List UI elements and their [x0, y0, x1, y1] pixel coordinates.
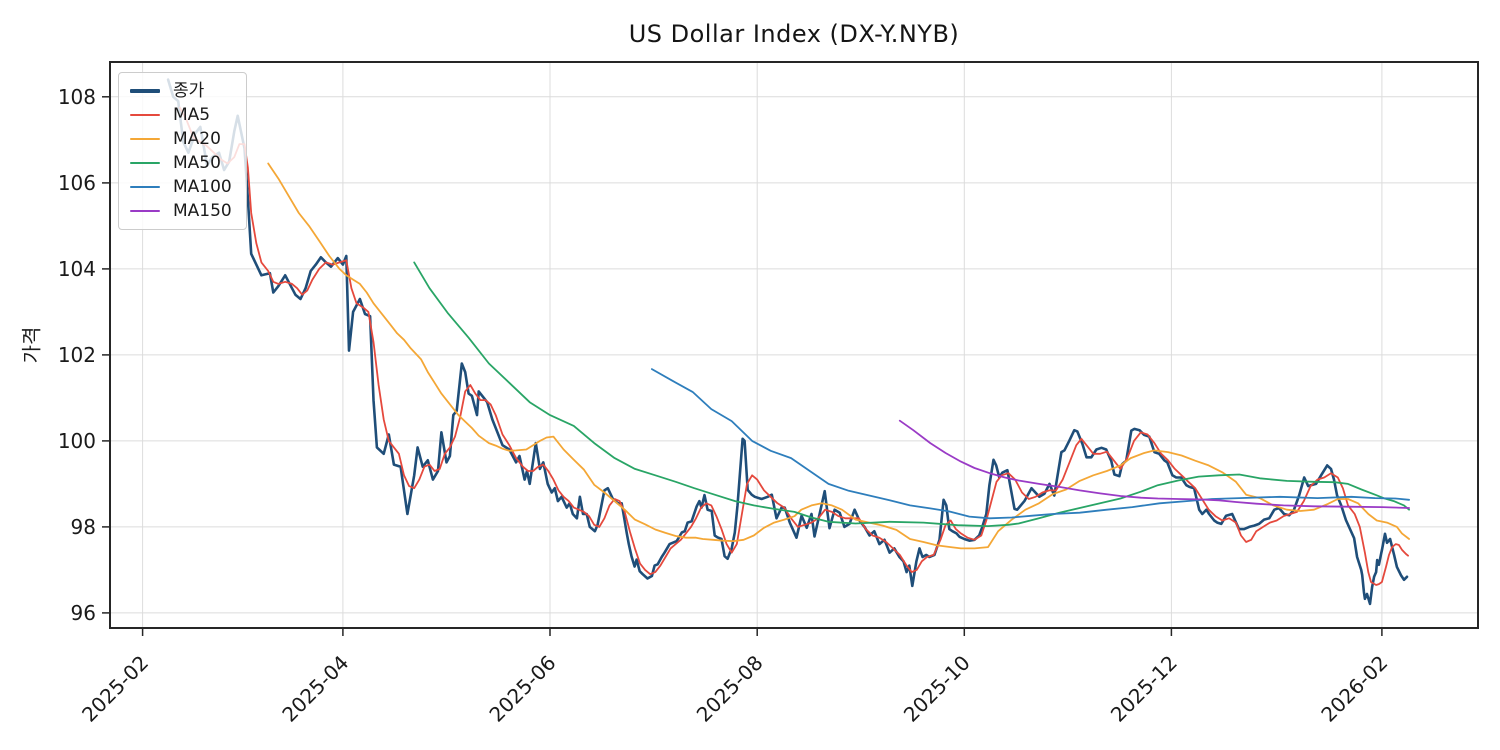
- plot-border: [109, 61, 1479, 629]
- x-tick-label: 2025-12: [1106, 651, 1182, 727]
- chart-title: US Dollar Index (DX-Y.NYB): [628, 20, 960, 48]
- legend-item-ma20: MA20: [130, 128, 232, 149]
- legend-label: MA150: [173, 200, 232, 221]
- legend-label: MA50: [173, 152, 221, 173]
- legend-swatch-ma100: [130, 186, 160, 188]
- legend-swatch-ma5: [130, 114, 160, 116]
- y-tick-label: 108: [58, 85, 96, 109]
- legend-item-close: 종가: [130, 80, 232, 101]
- legend-label: 종가: [173, 80, 205, 101]
- legend-item-ma5: MA5: [130, 104, 232, 125]
- x-tick-label: 2025-06: [484, 651, 560, 727]
- legend-item-ma150: MA150: [130, 200, 232, 221]
- x-tick-label: 2025-08: [692, 651, 768, 727]
- series-line-ma20: [267, 162, 1410, 550]
- legend-swatch-ma20: [130, 138, 160, 140]
- legend-item-ma50: MA50: [130, 152, 232, 173]
- y-tick-label: 104: [58, 257, 96, 281]
- y-tick-label: 98: [71, 515, 96, 539]
- y-tick-label: 102: [58, 343, 96, 367]
- legend-label: MA20: [173, 128, 221, 149]
- x-tick-label: 2025-10: [899, 651, 975, 727]
- legend-item-ma100: MA100: [130, 176, 232, 197]
- y-tick-label: 100: [58, 429, 96, 453]
- x-tick-label: 2025-04: [277, 651, 353, 727]
- legend-swatch-ma50: [130, 162, 160, 164]
- legend-label: MA100: [173, 176, 232, 197]
- series-line-ma5: [178, 106, 1409, 586]
- legend-swatch-ma150: [130, 210, 160, 212]
- series-line-ma150: [898, 419, 1410, 509]
- y-tick-label: 96: [71, 601, 96, 625]
- y-tick-label: 106: [58, 171, 96, 195]
- series-line-close: [166, 78, 1409, 606]
- x-tick-label: 2026-02: [1316, 651, 1392, 727]
- x-tick-label: 2025-02: [77, 651, 153, 727]
- legend: 종가 MA5 MA20 MA50 MA100 MA150: [118, 72, 247, 230]
- legend-label: MA5: [173, 104, 211, 125]
- legend-swatch-close: [130, 89, 160, 93]
- series-line-ma100: [651, 368, 1410, 520]
- series-line-ma50: [413, 261, 1410, 527]
